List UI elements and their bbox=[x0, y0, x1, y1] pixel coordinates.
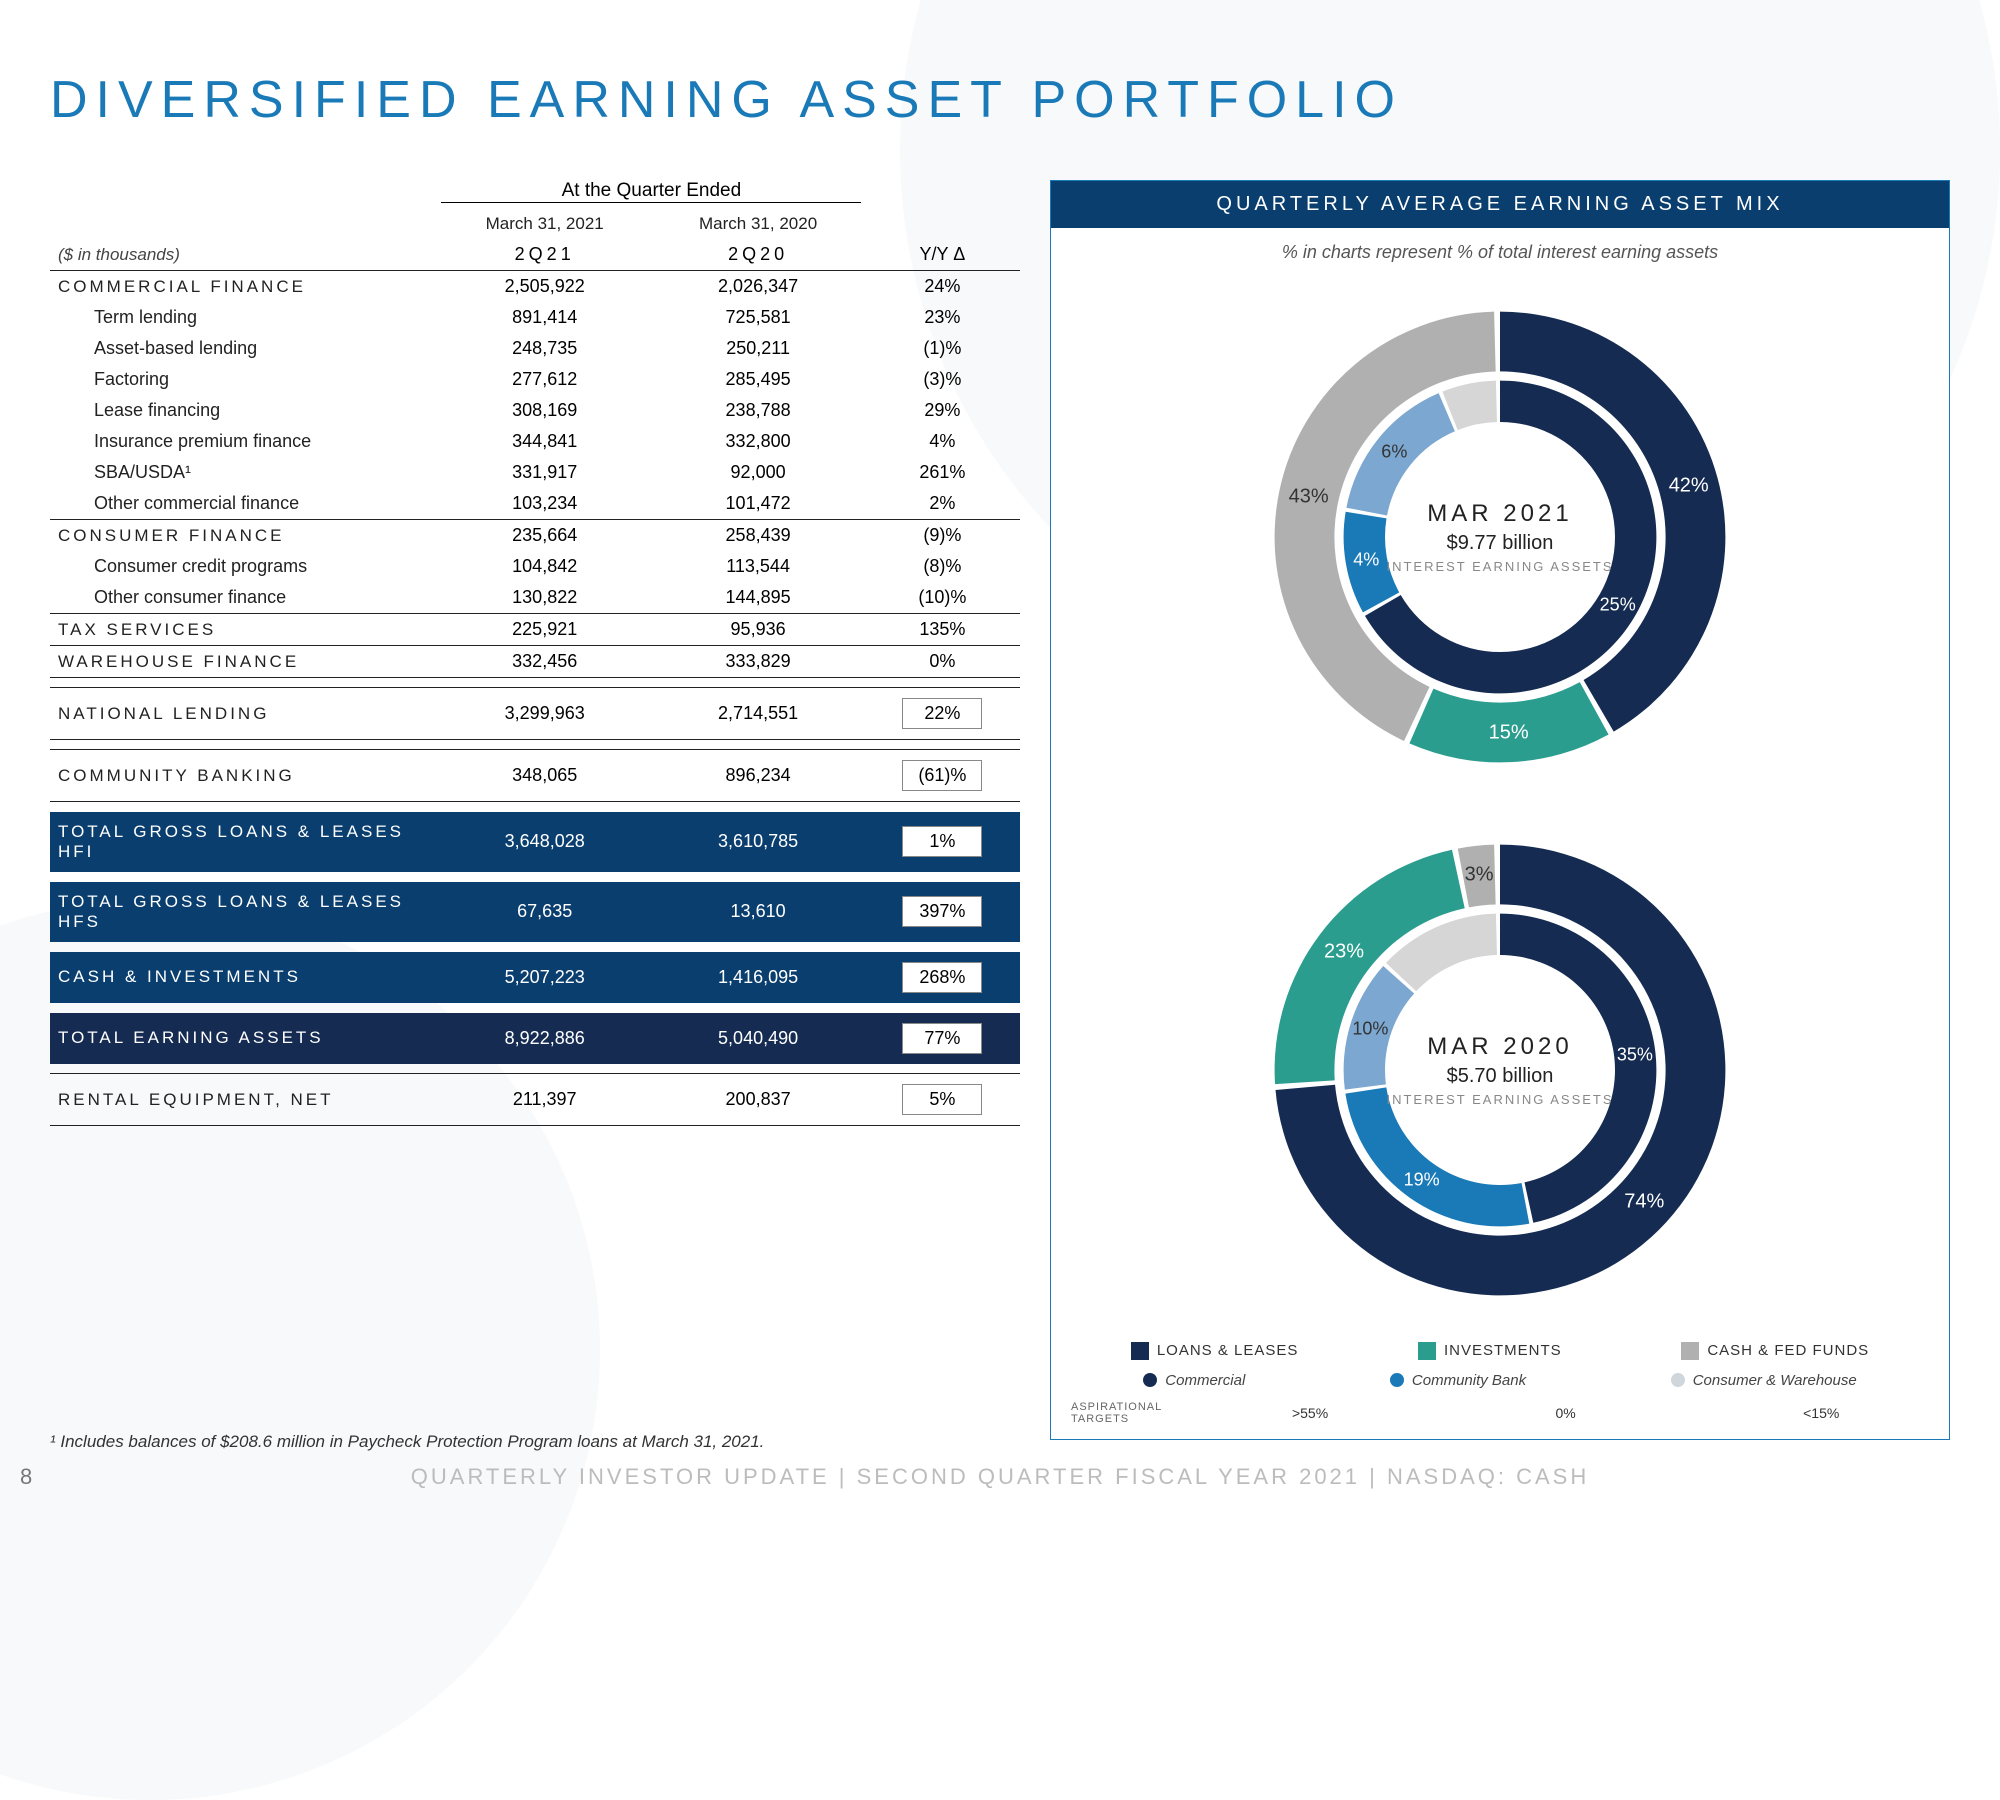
donut-segment-label: 15% bbox=[1489, 721, 1529, 744]
legend-swatch-icon bbox=[1143, 1373, 1157, 1387]
donut-segment-label: 43% bbox=[1289, 486, 1329, 509]
donut-segment-label: 19% bbox=[1404, 1170, 1440, 1191]
right-panel-header: QUARTERLY AVERAGE EARNING ASSET MIX bbox=[1051, 181, 1949, 228]
donut-segment-label: 42% bbox=[1669, 475, 1709, 498]
donut-segment-label: 25% bbox=[1600, 594, 1636, 615]
col-date-2: March 31, 2020 bbox=[651, 209, 864, 239]
page-title: DIVERSIFIED EARNING ASSET PORTFOLIO bbox=[50, 70, 1403, 130]
asset-table-panel: At the Quarter Ended March 31, 2021 Marc… bbox=[50, 180, 1020, 1440]
table-header-span: At the Quarter Ended bbox=[441, 180, 861, 203]
aspirational-targets: ASPIRATIONALTARGETS >55% 0% <15% bbox=[1051, 1395, 1949, 1439]
asset-mix-panel: QUARTERLY AVERAGE EARNING ASSET MIX % in… bbox=[1050, 180, 1950, 1440]
legend-label: LOANS & LEASES bbox=[1157, 1342, 1299, 1359]
right-panel-sub: % in charts represent % of total interes… bbox=[1051, 228, 1949, 271]
page-footer: QUARTERLY INVESTOR UPDATE | SECOND QUART… bbox=[0, 1464, 2000, 1490]
donut-segment-label: 10% bbox=[1352, 1019, 1388, 1040]
donut-segment-label: 6% bbox=[1381, 442, 1407, 463]
donut-chart-2020: MAR 2020 $5.70 billion INTEREST EARNING … bbox=[1270, 840, 1730, 1300]
legend-swatch-icon bbox=[1390, 1373, 1404, 1387]
col-date-1: March 31, 2021 bbox=[438, 209, 651, 239]
legend-swatch-icon bbox=[1671, 1373, 1685, 1387]
donut-segment-label: 23% bbox=[1324, 940, 1364, 963]
legend-label: Consumer & Warehouse bbox=[1693, 1372, 1857, 1389]
legend-label: Community Bank bbox=[1412, 1372, 1526, 1389]
donut-segment-label: 4% bbox=[1353, 550, 1379, 571]
legend-swatch-icon bbox=[1418, 1342, 1436, 1360]
units-label: ($ in thousands) bbox=[50, 239, 438, 271]
legend-label: INVESTMENTS bbox=[1444, 1342, 1562, 1359]
donut-segment-label: 3% bbox=[1465, 864, 1494, 887]
donut-segment-label: 35% bbox=[1617, 1045, 1653, 1066]
legend-secondary: Commercial Community Bank Consumer & Wareh… bbox=[1051, 1366, 1949, 1395]
legend-label: Commercial bbox=[1165, 1372, 1245, 1389]
legend-primary: LOANS & LEASES INVESTMENTS CASH & FED FUND… bbox=[1051, 1336, 1949, 1366]
asset-table: March 31, 2021 March 31, 2020 ($ in thou… bbox=[50, 209, 1020, 1126]
legend-swatch-icon bbox=[1681, 1342, 1699, 1360]
donut-chart-2021: MAR 2021 $9.77 billion INTEREST EARNING … bbox=[1270, 307, 1730, 767]
legend-label: CASH & FED FUNDS bbox=[1707, 1342, 1869, 1359]
donut-segment-label: 74% bbox=[1624, 1190, 1664, 1213]
legend-swatch-icon bbox=[1131, 1342, 1149, 1360]
